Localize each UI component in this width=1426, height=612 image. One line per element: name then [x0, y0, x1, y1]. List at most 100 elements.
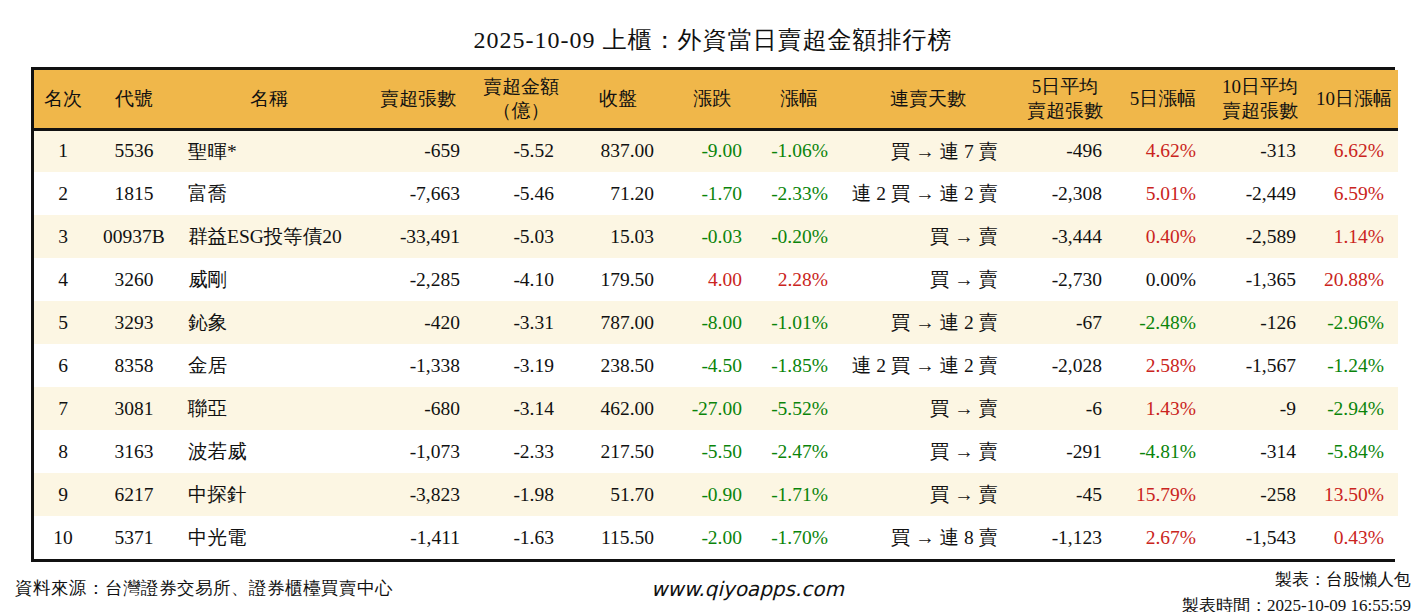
cell-sell-amount: -3.19 [474, 344, 568, 387]
cell-avg10: -1,543 [1210, 516, 1310, 559]
cell-code: 8358 [92, 344, 176, 387]
cell-avg5: -2,308 [1014, 172, 1116, 215]
maker-label: 製表：台股懶人包 [1182, 567, 1411, 593]
cell-close: 238.50 [568, 344, 668, 387]
cell-avg10: -9 [1210, 387, 1310, 430]
column-header-change: 漲跌 [668, 70, 756, 129]
cell-pct5: 1.43% [1116, 387, 1210, 430]
cell-name: 聯亞 [176, 387, 362, 430]
cell-pct10: 6.59% [1310, 172, 1398, 215]
cell-code: 5371 [92, 516, 176, 559]
cell-sell-volume: -1,411 [362, 516, 474, 559]
cell-close: 51.70 [568, 473, 668, 516]
column-header-sell-amount: 賣超金額 （億） [474, 70, 568, 129]
cell-close: 15.03 [568, 215, 668, 258]
table-header-row: 名次 代號 名稱 賣超張數 賣超金額 （億） 收盤 漲跌 漲幅 連賣天數 5日平… [34, 70, 1398, 129]
cell-pct5: 0.00% [1116, 258, 1210, 301]
cell-sell-amount: -3.14 [474, 387, 568, 430]
column-header-pct10: 10日漲幅 [1310, 70, 1398, 129]
ranking-table-frame: 名次 代號 名稱 賣超張數 賣超金額 （億） 收盤 漲跌 漲幅 連賣天數 5日平… [31, 67, 1395, 562]
cell-change-pct: -2.33% [756, 172, 842, 215]
cell-rank: 1 [34, 129, 92, 172]
cell-name: 富喬 [176, 172, 362, 215]
cell-pct5: 0.40% [1116, 215, 1210, 258]
cell-sell-volume: -659 [362, 129, 474, 172]
cell-close: 837.00 [568, 129, 668, 172]
table-row: 83163波若威-1,073-2.33217.50-5.50-2.47%買 → … [34, 430, 1398, 473]
cell-change: -5.50 [668, 430, 756, 473]
cell-rank: 6 [34, 344, 92, 387]
website-url: www.qiyoapps.com [651, 567, 844, 601]
maker-credit: 製表：台股懶人包 製表時間：2025-10-09 16:55:59 [1182, 567, 1411, 612]
cell-avg10: -313 [1210, 129, 1310, 172]
column-header-avg5: 5日平均 賣超張數 [1014, 70, 1116, 129]
cell-avg5: -1,123 [1014, 516, 1116, 559]
cell-pct10: -2.96% [1310, 301, 1398, 344]
cell-pct5: -2.48% [1116, 301, 1210, 344]
cell-change-pct: -1.85% [756, 344, 842, 387]
column-header-pct5: 5日漲幅 [1116, 70, 1210, 129]
cell-avg10: -1,365 [1210, 258, 1310, 301]
cell-streak: 買 → 賣 [842, 258, 1014, 301]
cell-pct10: 20.88% [1310, 258, 1398, 301]
cell-pct10: 0.43% [1310, 516, 1398, 559]
footer: 資料來源：台灣證券交易所、證券櫃檯買賣中心 www.qiyoapps.com 製… [15, 567, 1411, 612]
cell-change: -8.00 [668, 301, 756, 344]
cell-rank: 8 [34, 430, 92, 473]
cell-pct5: 2.67% [1116, 516, 1210, 559]
cell-avg5: -496 [1014, 129, 1116, 172]
cell-pct5: 2.58% [1116, 344, 1210, 387]
cell-pct5: 15.79% [1116, 473, 1210, 516]
cell-code: 5536 [92, 129, 176, 172]
cell-close: 462.00 [568, 387, 668, 430]
cell-code: 1815 [92, 172, 176, 215]
cell-name: 金居 [176, 344, 362, 387]
cell-pct5: 4.62% [1116, 129, 1210, 172]
cell-change-pct: -1.71% [756, 473, 842, 516]
cell-pct10: -1.24% [1310, 344, 1398, 387]
table-row: 68358金居-1,338-3.19238.50-4.50-1.85%連 2 買… [34, 344, 1398, 387]
cell-name: 威剛 [176, 258, 362, 301]
made-timestamp: 製表時間：2025-10-09 16:55:59 [1182, 593, 1411, 612]
cell-pct10: -2.94% [1310, 387, 1398, 430]
cell-pct5: -4.81% [1116, 430, 1210, 473]
cell-change-pct: -1.01% [756, 301, 842, 344]
cell-pct10: 6.62% [1310, 129, 1398, 172]
cell-avg10: -2,589 [1210, 215, 1310, 258]
table-row: 43260威剛-2,285-4.10179.504.002.28%買 → 賣-2… [34, 258, 1398, 301]
cell-close: 217.50 [568, 430, 668, 473]
cell-sell-volume: -3,823 [362, 473, 474, 516]
cell-change: -27.00 [668, 387, 756, 430]
cell-avg5: -67 [1014, 301, 1116, 344]
cell-streak: 買 → 賣 [842, 215, 1014, 258]
cell-change: -1.70 [668, 172, 756, 215]
cell-sell-amount: -1.63 [474, 516, 568, 559]
cell-pct10: 1.14% [1310, 215, 1398, 258]
cell-streak: 連 2 買 → 連 2 賣 [842, 344, 1014, 387]
data-source-note: 資料來源：台灣證券交易所、證券櫃檯買賣中心 [15, 567, 393, 600]
cell-avg5: -45 [1014, 473, 1116, 516]
cell-change: 4.00 [668, 258, 756, 301]
cell-sell-volume: -420 [362, 301, 474, 344]
cell-sell-volume: -680 [362, 387, 474, 430]
cell-code: 3163 [92, 430, 176, 473]
cell-sell-volume: -33,491 [362, 215, 474, 258]
cell-rank: 4 [34, 258, 92, 301]
cell-avg5: -3,444 [1014, 215, 1116, 258]
cell-rank: 2 [34, 172, 92, 215]
column-header-change-pct: 漲幅 [756, 70, 842, 129]
cell-close: 115.50 [568, 516, 668, 559]
column-header-close: 收盤 [568, 70, 668, 129]
cell-streak: 買 → 賣 [842, 473, 1014, 516]
column-header-sell-volume: 賣超張數 [362, 70, 474, 129]
cell-change: -0.90 [668, 473, 756, 516]
cell-code: 3260 [92, 258, 176, 301]
cell-rank: 7 [34, 387, 92, 430]
table-row: 300937B群益ESG投等債20-33,491-5.0315.03-0.03-… [34, 215, 1398, 258]
cell-sell-amount: -5.52 [474, 129, 568, 172]
cell-sell-amount: -5.03 [474, 215, 568, 258]
column-header-code: 代號 [92, 70, 176, 129]
cell-change: -4.50 [668, 344, 756, 387]
cell-rank: 10 [34, 516, 92, 559]
cell-streak: 買 → 連 8 賣 [842, 516, 1014, 559]
